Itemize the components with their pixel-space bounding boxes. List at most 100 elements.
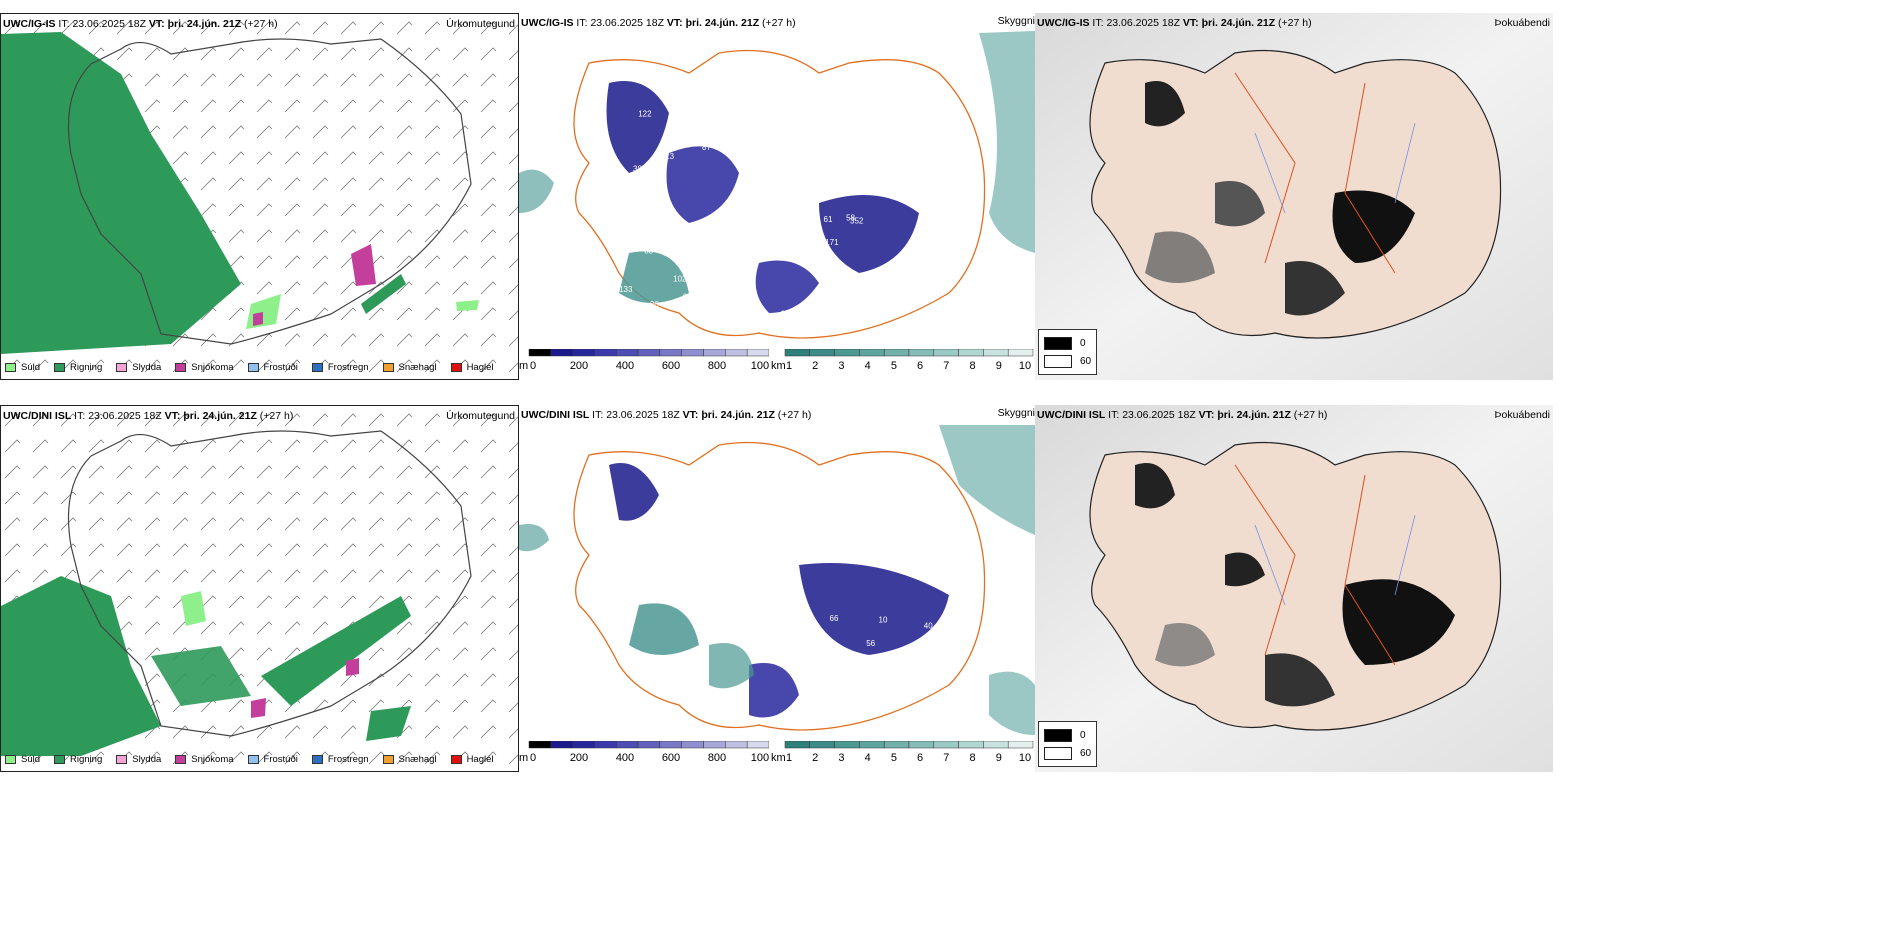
ceiling-value-label: 133 [619, 285, 633, 294]
precip-type-panel-row2: UWC/DINI ISL IT: 23.06.2025 18Z VT: þri.… [0, 405, 519, 772]
ceiling-value-label: 53 [917, 135, 926, 144]
fog-panel-row2: UWC/DINI ISL IT: 23.06.2025 18Z VT: þri.… [1035, 405, 1553, 772]
visibility-colorbar-row1: km 1 2 3 4 5 6 7 8 9 10 [771, 348, 1035, 376]
ceiling-value-label: 87 [702, 143, 711, 152]
legend-swatch [116, 755, 128, 764]
ceiling-value-label: 57 [664, 482, 673, 491]
fog-legend-row: 0 [1044, 334, 1091, 352]
ceiling-visibility-map-row1: 80 38 56 54 60 20 395 112 88 64 133 102 73 138 352 122 7… [519, 31, 1035, 339]
ceiling-value-label: 80 [911, 296, 920, 305]
colorbar-segment [883, 740, 910, 749]
colorbar-segment [550, 740, 573, 749]
colorbar-tick-label: 10 [1019, 360, 1031, 372]
colorbar-tick-label: 800 [708, 752, 726, 764]
colorbar-segment [572, 740, 595, 749]
visibility-colorbar-row2: km 1 2 3 4 5 6 7 8 9 10 [771, 740, 1035, 768]
ceiling-value-label: 46 [891, 561, 900, 570]
legend-item: Slydda [116, 362, 161, 373]
ceiling-value-label: 56 [866, 639, 875, 648]
ceiling-value-label: 48 [830, 480, 839, 489]
colorbar-tick-label: 2 [812, 360, 818, 372]
ceiling-value-label: 134 [682, 113, 696, 122]
ceiling-value-label: 41 [765, 503, 774, 512]
legend-swatch [54, 755, 66, 764]
fog-legend-swatch [1044, 336, 1072, 350]
colorbar-tick-label: 6 [917, 360, 923, 372]
ceiling-value-label: 112 [778, 136, 791, 145]
visibility-colorbar-svg: km 1 2 3 4 5 6 7 8 9 10 [771, 348, 1034, 372]
colorbar-tick-label: 200 [570, 752, 588, 764]
ptype-legend-row1: Súld Rigning Slydda Snjókoma Frostúði Fr… [5, 362, 494, 373]
colorbar-tick-label: 6 [917, 752, 923, 764]
colorbar-unit: km [771, 752, 786, 764]
colorbar-segment [983, 740, 1009, 749]
colorbar-segment [637, 740, 661, 749]
colorbar-segment [681, 348, 704, 357]
ptype-legend-row2: Súld Rigning Slydda Snjókoma Frostúði Fr… [5, 754, 494, 765]
ceiling-value-label: 77 [745, 76, 754, 85]
colorbar-tick-label: 600 [662, 360, 680, 372]
ceiling-value-label: 13 [665, 152, 674, 161]
ceiling-value-label: 90 [741, 263, 750, 272]
ceiling-value-label: 54 [609, 537, 618, 546]
ceiling-value-label: 99 [845, 508, 854, 517]
colorbar-segment [933, 348, 959, 357]
ceiling-value-label: 42 [781, 649, 790, 658]
ceiling-value-label: 122 [638, 109, 652, 118]
legend-item: Snæhagl [382, 362, 437, 373]
precip-header-row2: UWC/DINI ISL IT: 23.06.2025 18Z VT: þri.… [3, 410, 294, 422]
legend-swatch [247, 363, 259, 372]
legend-item: Slydda [116, 754, 161, 765]
colorbar-segment [746, 740, 770, 749]
colorbar-segment [958, 740, 984, 749]
legend-swatch [5, 363, 16, 372]
ceiling-colorbar-svg: m0 200 400 600 800 1000 [519, 348, 775, 372]
legend-item: Frostúði [247, 754, 298, 765]
precip-title-row2: Úrkomutegund [446, 410, 515, 422]
fog-header-row2: UWC/DINI ISL IT: 23.06.2025 18Z VT: þri.… [1037, 409, 1328, 421]
colorbar-segment [908, 740, 935, 749]
legend-swatch [5, 755, 16, 764]
fog-title-row1: Þokuábendi [1494, 17, 1550, 29]
colorbar-segment [637, 348, 661, 357]
legend-swatch [175, 755, 187, 764]
colorbar-tick-label: 9 [996, 752, 1002, 764]
colorbar-segment [681, 740, 704, 749]
precip-type-map-row1 [1, 14, 518, 379]
legend-item: Haglél [450, 754, 494, 765]
ceiling-value-label: 72 [894, 478, 903, 487]
colorbar-tick-label: 1000 [751, 752, 769, 764]
colorbar-segment [594, 740, 617, 749]
colorbar-unit: m [519, 360, 528, 372]
colorbar-segment [809, 740, 835, 749]
colorbar-tick-label: 1 [786, 752, 792, 764]
colorbar-tick-label: 7 [943, 752, 949, 764]
colorbar-tick-label: 1000 [751, 360, 769, 372]
colorbar-segment [594, 348, 617, 357]
colorbar-segment [908, 348, 935, 357]
colorbar-unit: m [519, 752, 528, 764]
colorbar-segment [983, 348, 1009, 357]
colorbar-segment [528, 740, 552, 749]
fog-legend-row: 0 [1044, 726, 1091, 744]
ceiling-value-label: 60 [820, 124, 829, 133]
colorbar-tick-label: 3 [838, 752, 844, 764]
ceiling-title-row2: Skyggni [997, 407, 1035, 419]
colorbar-segment [859, 348, 885, 357]
legend-item: Snjókoma [175, 754, 234, 765]
ceiling-value-label: 316 [652, 687, 666, 696]
ceiling-value-label: 60 [683, 293, 692, 302]
precip-header-row1: UWC/IG-IS IT: 23.06.2025 18Z VT: þri. 24… [3, 18, 278, 30]
colorbar-tick-label: 200 [570, 360, 588, 372]
colorbar-segment [659, 348, 682, 357]
colorbar-tick-label: 2 [812, 752, 818, 764]
colorbar-segment [703, 740, 726, 749]
ceiling-value-label: 138 [797, 154, 811, 163]
legend-swatch [450, 755, 462, 764]
colorbar-segment [703, 348, 726, 357]
colorbar-tick-label: 400 [616, 360, 634, 372]
ceiling-value-label: 61 [824, 215, 833, 224]
ceiling-value-label: 71 [849, 552, 858, 561]
ceiling-value-label: 61 [907, 269, 916, 278]
ceiling-value-label: 62 [716, 473, 725, 482]
